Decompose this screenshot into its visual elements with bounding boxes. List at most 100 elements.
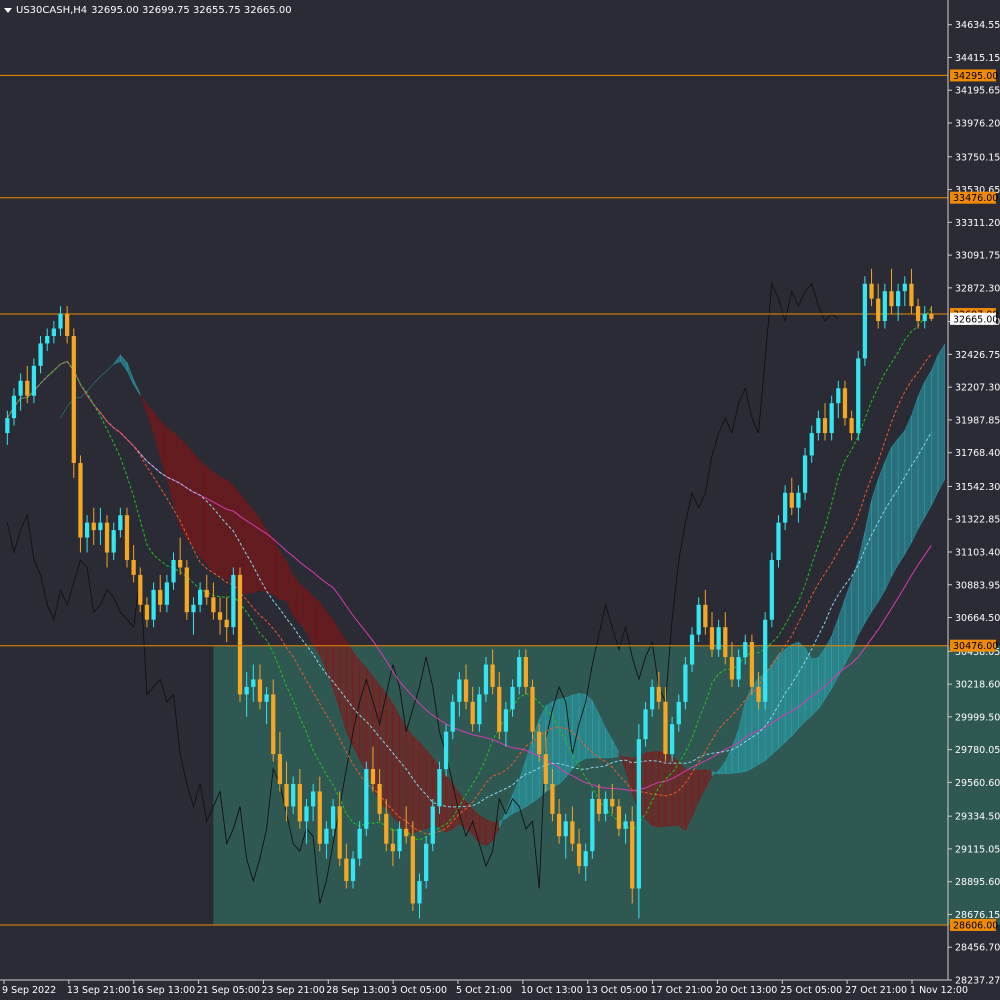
price-tick-label: 34195.65 xyxy=(955,86,1000,97)
candle-body xyxy=(404,828,409,837)
price-tick-label: 29780.05 xyxy=(955,745,1000,756)
candle-body xyxy=(756,686,761,702)
cloud-segment xyxy=(292,574,301,624)
candle-body xyxy=(802,455,808,493)
candle-body xyxy=(31,365,37,396)
candle-body xyxy=(297,783,302,822)
time-tick-label: 20 Oct 13:00 xyxy=(715,985,777,996)
candle-body xyxy=(676,701,681,725)
candle-body xyxy=(650,686,655,710)
candle-body xyxy=(191,604,196,613)
candle-body xyxy=(596,798,602,814)
ma-cyan-line xyxy=(6,360,932,808)
candle-body xyxy=(397,828,402,852)
candle-body xyxy=(836,388,841,404)
candle-body xyxy=(25,380,30,396)
candle-body xyxy=(497,686,502,732)
candle-body xyxy=(603,798,608,814)
cloud-segment xyxy=(412,735,420,835)
candle-body xyxy=(849,418,854,434)
ma-green-line xyxy=(6,307,932,841)
candle-body xyxy=(71,335,76,463)
cloud-segment xyxy=(219,476,228,580)
cloud-segment xyxy=(744,686,753,773)
cloud-segment xyxy=(385,692,394,818)
price-tick-label: 31103.40 xyxy=(955,548,1000,559)
cloud-segment xyxy=(279,550,287,602)
cloud-segment xyxy=(877,461,886,604)
candle-body xyxy=(430,806,435,844)
candle-body xyxy=(570,821,575,844)
candle-body xyxy=(45,335,50,344)
cloud-segment xyxy=(665,752,673,827)
price-tick-label: 31987.85 xyxy=(955,415,1000,426)
candle-body xyxy=(929,313,934,319)
candle-body xyxy=(384,813,389,844)
price-tick-label: 33530.65 xyxy=(955,185,1000,196)
candle-body xyxy=(151,589,156,620)
candle-body xyxy=(457,679,462,702)
price-tick-label: 28237.27 xyxy=(955,976,1000,987)
candle-body xyxy=(91,522,96,531)
candle-body xyxy=(490,664,495,687)
cloud-segment xyxy=(60,406,68,419)
cloud-segment xyxy=(871,479,879,613)
cloud-segment xyxy=(193,452,201,558)
price-tick-label: 33976.20 xyxy=(955,119,1000,130)
candle-body xyxy=(443,731,449,770)
candle-body xyxy=(922,313,927,322)
cloud-segment xyxy=(931,354,939,506)
candle-body xyxy=(330,806,336,829)
cloud-segment xyxy=(299,583,307,633)
candle-body xyxy=(517,657,522,687)
cloud-segment xyxy=(86,383,94,392)
level-price-tag-bg xyxy=(950,191,996,204)
candle-body xyxy=(842,388,848,419)
candle-body xyxy=(164,582,170,605)
candle-body xyxy=(477,694,482,725)
symbol-timeframe: US30CASH,H4 xyxy=(16,4,88,16)
ohlc-values: 32695.00 32699.75 32655.75 32665.00 xyxy=(91,4,292,16)
candle-body xyxy=(743,642,748,658)
time-tick-label: 10 Oct 13:00 xyxy=(521,985,583,996)
cloud-segment xyxy=(159,420,168,479)
candles-group xyxy=(5,268,934,919)
cloud-segment xyxy=(851,559,859,652)
lagging-line xyxy=(6,281,839,904)
time-tick-label: 17 Oct 21:00 xyxy=(651,985,713,996)
cloud-segment xyxy=(884,447,892,591)
zone-rectangle xyxy=(213,645,1000,925)
candle-body xyxy=(543,754,548,784)
cloud-segment xyxy=(186,445,194,547)
current-price-tag: 32665.00 xyxy=(953,314,998,325)
cloud-segment xyxy=(838,598,846,677)
candle-body xyxy=(590,798,595,852)
cloud-segment xyxy=(173,431,181,527)
candle-body xyxy=(18,380,23,396)
candle-body xyxy=(683,664,688,702)
candle-body xyxy=(84,522,90,538)
candle-body xyxy=(749,642,755,687)
candle-body xyxy=(915,306,921,322)
time-tick-label: 3 Oct 05:00 xyxy=(391,985,447,996)
candle-body xyxy=(118,515,123,531)
candle-body xyxy=(197,589,203,605)
candle-body xyxy=(623,821,628,829)
candle-body xyxy=(556,813,562,837)
candle-body xyxy=(257,679,263,702)
time-tick-label: 25 Oct 05:00 xyxy=(780,985,842,996)
cloud-segment xyxy=(818,646,826,710)
candle-body xyxy=(789,492,794,508)
cloud-segment xyxy=(924,369,932,519)
time-tick-label: 23 Sep 21:00 xyxy=(261,985,324,996)
cloud-segment xyxy=(572,693,580,770)
cloud-segment xyxy=(479,815,487,846)
cloud-segment xyxy=(199,460,208,565)
dropdown-triangle-icon[interactable] xyxy=(4,7,12,13)
time-tick-label: 16 Sep 13:00 xyxy=(132,985,195,996)
price-tick-label: 30438.05 xyxy=(955,647,1000,658)
price-tick-label: 29999.50 xyxy=(955,712,1000,723)
price-tick-label: 29334.50 xyxy=(955,812,1000,823)
